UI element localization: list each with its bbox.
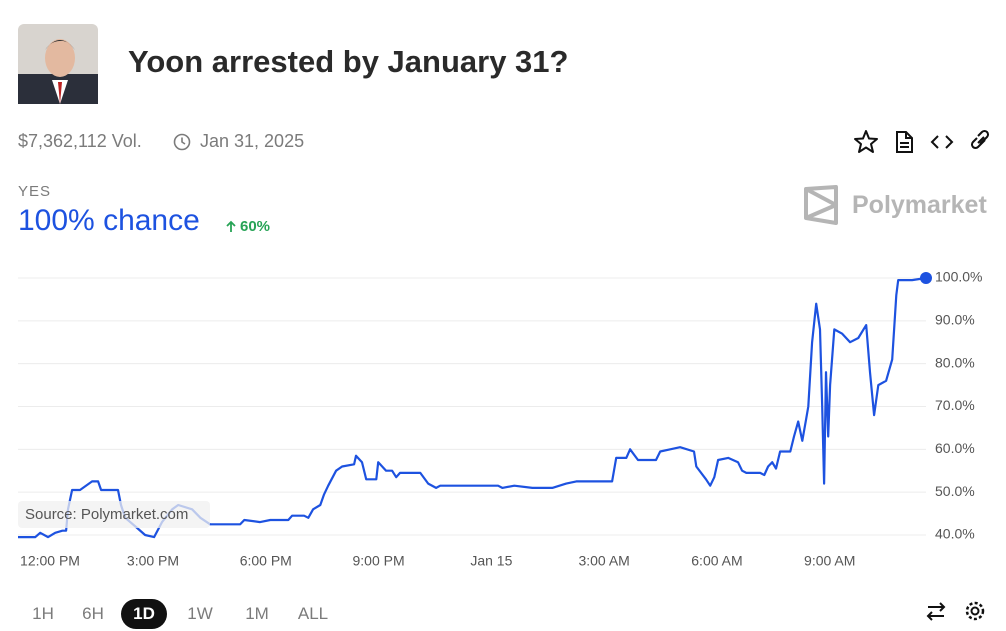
change: 60% — [240, 218, 271, 235]
clock-icon — [173, 133, 191, 151]
x-tick-label: 3:00 PM — [127, 553, 179, 569]
brand-logo — [804, 185, 838, 225]
range-button[interactable]: 1W — [187, 604, 213, 623]
y-tick-label: 60.0% — [935, 440, 975, 456]
source-label: Source: Polymarket.com — [25, 506, 188, 523]
up-arrow — [226, 220, 236, 232]
x-tick-label: 9:00 AM — [804, 553, 855, 569]
y-tick-label: 80.0% — [935, 354, 975, 370]
y-tick-label: 50.0% — [935, 483, 975, 499]
range-button[interactable]: 1M — [245, 604, 269, 623]
action-icons[interactable] — [852, 128, 997, 156]
y-tick-label: 90.0% — [935, 312, 975, 328]
chart: 40.0% 50.0% 60.0% 70.0% 80.0% 90.0% 100.0% 12:0… — [18, 269, 982, 569]
price-line — [18, 276, 927, 539]
brand: Polymarket — [852, 191, 987, 219]
last-point — [920, 272, 932, 284]
y-tick-label: 70.0% — [935, 397, 975, 413]
end-date: Jan 31, 2025 — [200, 131, 305, 151]
outcome-label: YES — [18, 183, 52, 200]
market-title: Yoon arrested by January 31? — [128, 44, 569, 79]
range-button[interactable]: 6H — [82, 604, 104, 623]
range-button[interactable]: 1H — [32, 604, 54, 623]
avatar — [18, 24, 98, 104]
chance: 100% chance — [18, 204, 200, 237]
y-tick-label: 40.0% — [935, 526, 975, 542]
x-tick-label: 3:00 AM — [578, 553, 629, 569]
x-tick-label: 6:00 PM — [240, 553, 292, 569]
range-button[interactable]: ALL — [297, 604, 329, 623]
x-tick-label: Jan 15 — [470, 553, 512, 569]
chart-controls[interactable] — [924, 599, 996, 623]
x-tick-label: 12:00 PM — [20, 553, 80, 569]
y-tick-label: 100.0% — [935, 269, 982, 285]
range-button[interactable]: 1D — [121, 599, 167, 629]
x-tick-label: 6:00 AM — [691, 553, 742, 569]
source-box — [18, 501, 210, 528]
volume: $7,362,112 Vol. — [18, 131, 142, 151]
x-tick-label: 9:00 PM — [352, 553, 404, 569]
